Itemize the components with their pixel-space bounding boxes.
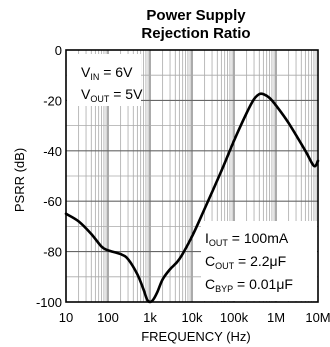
- x-axis-title: FREQUENCY (Hz): [141, 329, 251, 344]
- y-tick-label: -60: [43, 194, 62, 209]
- annotation-value: = 100mA: [228, 230, 289, 246]
- x-tick-label: 10: [59, 310, 73, 325]
- plot-frame: [65, 49, 319, 303]
- annotation-symbol: V: [81, 64, 91, 80]
- tick-labels: 10 100 1k 10k 100k 1M 10M 0 -20 -40 -60 -80 -100: [36, 43, 330, 325]
- psrr-series-line-0: [64, 92, 320, 304]
- annotation-subscript: BYP: [215, 284, 233, 294]
- annotation-subscript: OUT: [209, 238, 229, 248]
- series-layer: [64, 92, 320, 304]
- annotation-text: CBYP = 0.01μF: [205, 276, 293, 294]
- y-axis-title: PSRR (dB): [12, 148, 27, 212]
- annotation-subscript: OUT: [90, 94, 110, 104]
- annotation-box-top-left: [67, 54, 141, 106]
- y-tick-label: 0: [55, 43, 62, 58]
- chart-title-line2: Rejection Ratio: [141, 25, 250, 42]
- x-tick-label: 100k: [220, 310, 249, 325]
- annotation-boxes: [67, 54, 317, 301]
- annotation-box-bottom-right: [201, 221, 317, 301]
- annotation-text: VIN = 6V: [81, 64, 133, 82]
- annotation-symbol: C: [205, 276, 215, 292]
- y-tick-label: -80: [43, 245, 62, 260]
- x-tick-label: 1k: [143, 310, 157, 325]
- chart-title-line1: Power Supply: [146, 7, 246, 24]
- annotation-subscript: IN: [90, 72, 99, 82]
- x-tick-label: 100: [97, 310, 119, 325]
- annotation-value: = 2.2μF: [234, 253, 286, 269]
- annotation-value: = 0.01μF: [233, 276, 293, 292]
- annotation-text: COUT = 2.2μF: [205, 253, 286, 271]
- x-tick-label: 1M: [267, 310, 285, 325]
- x-tick-label: 10M: [305, 310, 330, 325]
- annotation-value: = 5V: [109, 86, 143, 102]
- annotation-symbol: C: [205, 253, 215, 269]
- annotation-text: IOUT = 100mA: [205, 230, 289, 248]
- annotation-symbol: I: [205, 230, 209, 246]
- y-tick-label: -20: [43, 93, 62, 108]
- y-tick-label: -100: [36, 295, 62, 310]
- annotation-text: VOUT = 5V: [81, 86, 143, 104]
- annotation-subscript: OUT: [215, 261, 235, 271]
- annotation-value: = 6V: [99, 64, 133, 80]
- annotation-symbol: V: [81, 86, 91, 102]
- x-tick-label: 10k: [182, 310, 203, 325]
- y-tick-label: -40: [43, 144, 62, 159]
